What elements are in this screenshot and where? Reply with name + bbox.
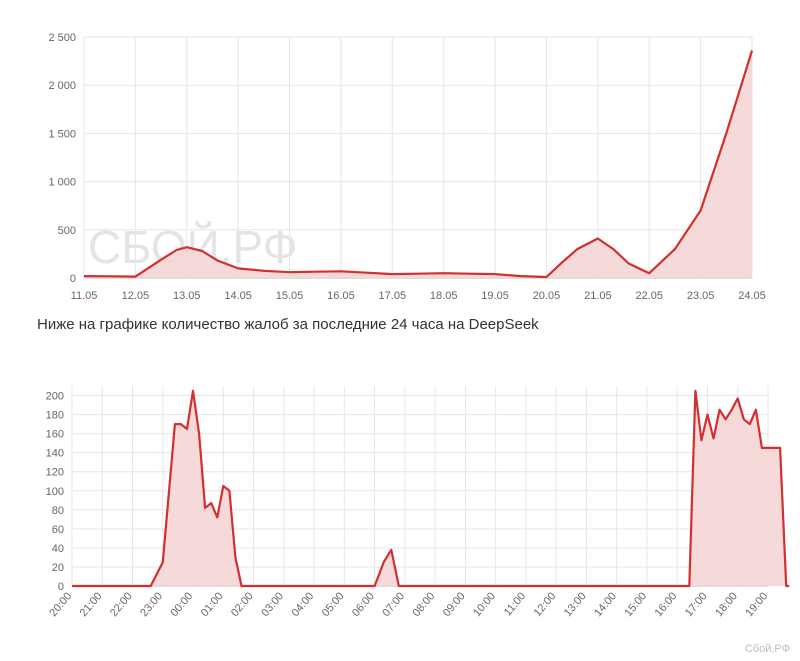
x-tick-label: 00:00 [168,590,195,619]
x-tick-label: 08:00 [411,590,438,619]
watermark-small-logo: Сбой.РФ [745,643,790,655]
x-tick-label: 18.05 [430,290,458,302]
y-tick-label: 120 [46,467,64,479]
x-tick-label: 14.05 [224,290,252,302]
y-tick-label: 2 000 [48,80,76,92]
series-line [72,389,790,588]
x-tick-label: 16:00 [653,590,680,619]
y-tick-label: 140 [46,448,64,460]
chart-caption: Ниже на графике количество жалоб за посл… [37,316,539,333]
x-tick-label: 10:00 [471,590,498,619]
complaints-chart-24h-svg: 0 20 40 60 80 100 120 140 160 180 200 20:00 21:00 22:… [46,386,790,655]
x-tick-label: 13:00 [562,590,589,619]
x-tick-label: 15:00 [622,590,649,619]
x-tick-label: 01:00 [199,590,226,619]
x-tick-label: 20.05 [533,290,561,302]
x-tick-label: 17.05 [379,290,407,302]
y-tick-label: 180 [46,410,64,422]
complaints-chart-24h: 0 20 40 60 80 100 120 140 160 180 200 20:00 21:00 22:… [0,350,800,661]
y-tick-label: 200 [46,391,64,403]
x-tick-label: 11:00 [502,590,528,618]
y-tick-label: 160 [46,429,64,441]
series-line [83,50,754,279]
series-area [84,50,752,278]
y-tick-label: 1 500 [48,128,76,140]
x-tick-label: 18:00 [713,590,740,619]
x-tick-label: 03:00 [259,590,286,619]
y-tick-label: 80 [52,505,64,517]
complaints-chart-period: СБОЙ.РФ 0 500 1 000 1 500 2 000 2 500 11.05 12.0… [0,0,800,310]
y-tick-label: 100 [46,486,64,498]
x-tick-label: 22:00 [108,590,135,619]
y-tick-label: 500 [58,225,76,237]
x-tick-label: 11.05 [71,290,98,302]
x-tick-label: 19:00 [743,590,770,619]
y-tick-label: 2 500 [48,32,76,44]
x-tick-label: 24.05 [738,290,766,302]
x-tick-label: 12:00 [532,590,559,619]
y-tick-label: 0 [70,273,76,285]
x-tick-label: 07:00 [380,590,407,619]
x-tick-label: 16.05 [327,290,355,302]
x-tick-label: 22.05 [635,290,663,302]
x-tick-label: 06:00 [350,590,377,619]
x-tick-label: 21:00 [78,590,105,619]
x-tick-label: 12.05 [122,290,150,302]
series-area [72,390,790,586]
x-tick-label: 09:00 [441,590,468,619]
x-tick-label: 19.05 [481,290,509,302]
y-tick-label: 0 [58,581,64,593]
x-tick-label: 02:00 [229,590,256,619]
x-tick-label: 23:00 [138,590,165,619]
y-tick-label: 1 000 [48,177,76,189]
x-tick-label: 05:00 [320,590,347,619]
x-tick-label: 14:00 [592,590,619,619]
x-tick-label: 13.05 [173,290,201,302]
x-tick-label: 23.05 [687,290,715,302]
x-tick-label: 21.05 [584,290,612,302]
x-tick-label: 15.05 [276,290,304,302]
y-tick-label: 40 [52,543,64,555]
x-tick-label: 04:00 [289,590,316,619]
y-tick-label: 60 [52,524,64,536]
x-tick-label: 17:00 [683,590,710,619]
x-tick-label: 20:00 [47,590,74,619]
y-tick-label: 20 [52,562,64,574]
